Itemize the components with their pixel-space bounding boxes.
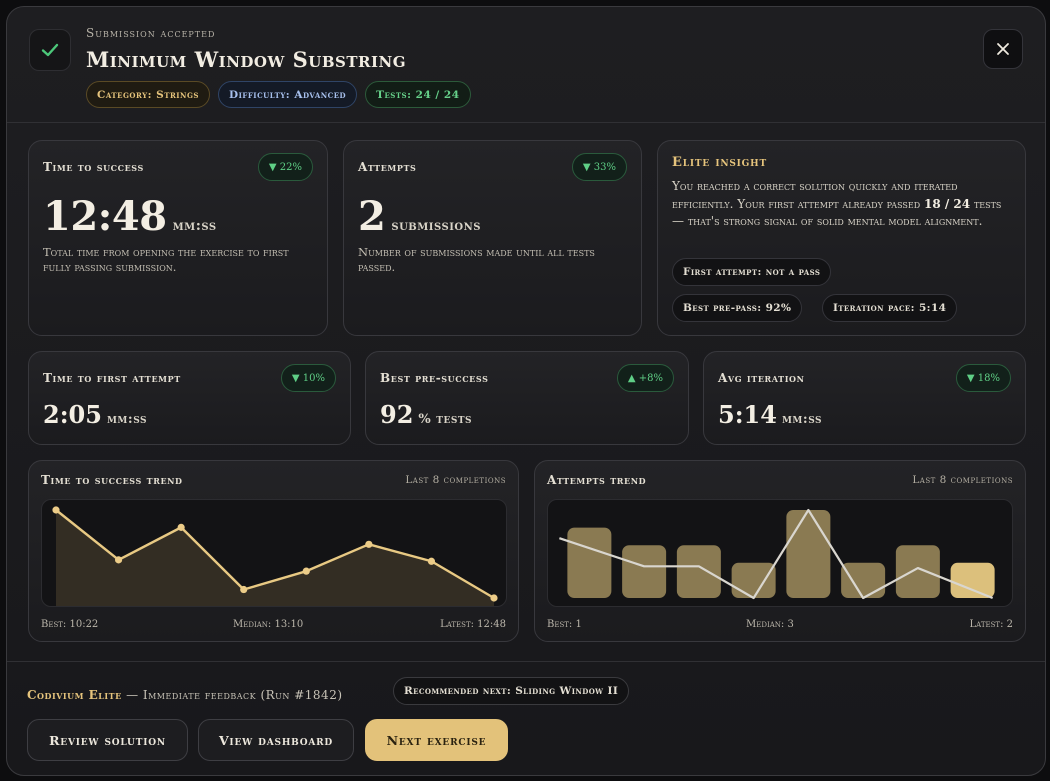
time-trend-chart (52, 506, 498, 606)
tag-chips: Category: Strings Difficulty: Advanced T… (86, 81, 471, 108)
attempts-card: Attempts ▼ 33% 2 submissions Number of su… (343, 140, 642, 336)
success-check-icon (29, 29, 71, 71)
data-point (427, 557, 436, 565)
chart-median: Median: 3 (746, 619, 794, 630)
bar (895, 545, 940, 598)
difficulty-chip: Difficulty: Advanced (217, 81, 358, 108)
data-point (490, 594, 498, 602)
exercise-title: Minimum Window Substring (86, 47, 407, 72)
chart-subtitle: Last 8 completions (912, 474, 1013, 486)
bar (567, 527, 612, 598)
tests-chip: Tests: 24 / 24 (365, 81, 471, 108)
elite-insight-card: Elite insight You reached a correct solu… (657, 140, 1026, 336)
chart-title: Attempts trend (547, 473, 647, 487)
insight-body-bold: 18 / 24 (923, 196, 971, 211)
data-point (240, 585, 248, 594)
metric-description: Number of submissions made until all tes… (358, 245, 595, 274)
category-chip: Category: Strings (86, 81, 210, 108)
metric-value: 5:14 (718, 400, 777, 429)
metric-value: 2:05 (43, 400, 102, 429)
brand-line: Codivium Elite — Immediate feedback (Run… (27, 688, 343, 702)
first-attempt-pill: First attempt: not a pass (672, 258, 832, 286)
metric-unit: mm:ss (106, 412, 147, 427)
data-point (302, 567, 310, 575)
iteration-pace-pill: Iteration pace: 5:14 (822, 294, 958, 322)
chart-median: Median: 13:10 (233, 619, 304, 630)
avg-iteration-card: Avg iteration ▼ 18% 5:14 mm:ss (703, 351, 1026, 445)
recommended-next-pill[interactable]: Recommended next: Sliding Window II (393, 677, 630, 705)
insight-title: Elite insight (672, 155, 767, 170)
metric-value-row: 5:14 mm:ss (718, 400, 822, 429)
metric-description: Total time from opening the exercise to … (43, 245, 289, 274)
metric-label: Time to success (43, 160, 144, 174)
insight-body: You reached a correct solution quickly a… (672, 178, 1012, 231)
chart-best: Best: 1 (547, 619, 582, 630)
data-point (177, 523, 185, 531)
attempts-trend-plot (547, 499, 1013, 607)
metric-value-row: 2 submissions (358, 193, 481, 240)
result-modal: Submission accepted Minimum Window Subst… (6, 6, 1046, 776)
metric-unit: submissions (391, 218, 481, 234)
chart-title: Time to success trend (41, 473, 183, 487)
metric-unit: % tests (418, 412, 473, 427)
bar (841, 562, 886, 598)
attempts-trend-chart (559, 508, 995, 600)
chart-latest: Latest: 2 (969, 619, 1013, 630)
view-dashboard-button[interactable]: View dashboard (198, 719, 354, 761)
time-to-first-attempt-card: Time to first attempt ▼ 10% 2:05 mm:ss (28, 351, 351, 445)
metric-value-row: 12:48 mm:ss (43, 193, 217, 240)
median-line (559, 508, 994, 600)
insight-body-text: You reached a correct solution quickly a… (672, 179, 958, 211)
area-fill (56, 510, 494, 606)
metric-value: 2 (358, 193, 386, 240)
chart-subtitle: Last 8 completions (405, 474, 506, 486)
best-pre-success-card: Best pre-success ▲ +8% 92 % tests (365, 351, 689, 445)
delta-badge: ▼ 18% (955, 364, 1011, 392)
next-exercise-button[interactable]: Next exercise (365, 719, 508, 761)
bar (731, 562, 776, 598)
time-to-success-card: Time to success ▼ 22% 12:48 mm:ss Total t… (28, 140, 328, 336)
data-point (114, 556, 123, 564)
close-icon (997, 43, 1009, 55)
trend-line (55, 509, 495, 600)
delta-badge: ▼ 22% (257, 153, 313, 181)
attempts-trend-card: Attempts trend Last 8 completions Best: … (534, 460, 1026, 642)
metric-unit: mm:ss (172, 218, 217, 234)
status-eyebrow: Submission accepted (86, 26, 216, 40)
delta-badge: ▲ +8% (616, 364, 674, 392)
metric-label: Attempts (358, 160, 417, 174)
close-button[interactable] (983, 29, 1023, 69)
metric-unit: mm:ss (781, 412, 822, 427)
chart-latest: Latest: 12:48 (440, 619, 506, 630)
metric-value: 92 (380, 400, 414, 429)
metric-label: Time to first attempt (43, 371, 181, 385)
run-info: — Immediate feedback (Run #1842) (126, 688, 343, 702)
time-trend-card: Time to success trend Last 8 completions… (28, 460, 519, 642)
metric-label: Avg iteration (718, 371, 805, 385)
data-point (365, 540, 373, 548)
delta-badge: ▼ 33% (571, 153, 627, 181)
bar (786, 510, 831, 598)
brand-name: Codivium Elite (27, 688, 122, 702)
bar (676, 545, 721, 598)
delta-badge: ▼ 10% (280, 364, 336, 392)
time-trend-plot (41, 499, 507, 607)
data-point (52, 506, 60, 514)
bar (622, 545, 667, 598)
metric-value-row: 2:05 mm:ss (43, 400, 147, 429)
metric-label: Best pre-success (380, 371, 489, 385)
best-pre-pass-pill: Best pre-pass: 92% (672, 294, 803, 322)
review-solution-button[interactable]: Review solution (27, 719, 188, 761)
insight-body-text: tests — that's strong signal of solid me… (672, 196, 1002, 229)
metric-value-row: 92 % tests (380, 400, 472, 429)
chart-best: Best: 10:22 (41, 619, 99, 630)
metric-value: 12:48 (43, 193, 167, 240)
modal-footer: Codivium Elite — Immediate feedback (Run… (7, 661, 1045, 775)
modal-header: Submission accepted Minimum Window Subst… (7, 7, 1045, 123)
bar (950, 562, 995, 598)
